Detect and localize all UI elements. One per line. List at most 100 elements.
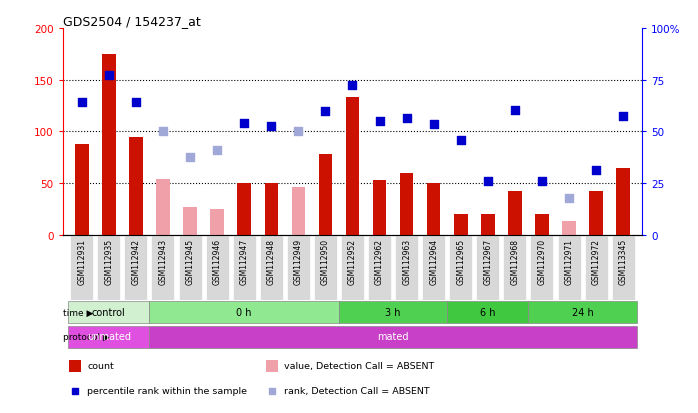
Point (482, 178, 493, 185)
Text: GSM112947: GSM112947 (239, 238, 248, 285)
FancyBboxPatch shape (70, 235, 94, 300)
Text: control: control (92, 307, 126, 317)
Text: value, Detection Call = ABSENT: value, Detection Call = ABSENT (284, 361, 434, 370)
Bar (156, 180, 170, 235)
FancyBboxPatch shape (179, 235, 202, 300)
Text: GSM112972: GSM112972 (592, 238, 601, 284)
Text: GSM112968: GSM112968 (510, 238, 519, 284)
Point (211, 147, 223, 154)
Text: GSM112949: GSM112949 (294, 238, 303, 285)
Text: GSM112943: GSM112943 (158, 238, 168, 285)
Point (103, 72, 114, 78)
Text: GSM112950: GSM112950 (321, 238, 330, 285)
Point (239, 121, 250, 127)
Text: unmated: unmated (87, 332, 131, 342)
Bar (563, 222, 576, 235)
Text: GSM112942: GSM112942 (131, 238, 140, 284)
FancyBboxPatch shape (611, 235, 634, 300)
FancyBboxPatch shape (368, 235, 391, 300)
FancyBboxPatch shape (232, 235, 255, 300)
FancyBboxPatch shape (558, 235, 581, 300)
Bar (210, 209, 224, 235)
Text: rank, Detection Call = ABSENT: rank, Detection Call = ABSENT (284, 387, 430, 395)
Bar (292, 188, 305, 235)
Text: GSM112931: GSM112931 (77, 238, 87, 284)
Text: 24 h: 24 h (572, 307, 593, 317)
Point (591, 167, 602, 173)
FancyBboxPatch shape (530, 235, 554, 300)
FancyBboxPatch shape (149, 326, 637, 348)
Text: time ▶: time ▶ (64, 308, 94, 317)
Text: GSM112963: GSM112963 (402, 238, 411, 285)
Text: protocol ▶: protocol ▶ (64, 332, 110, 342)
Point (158, 129, 169, 135)
Bar (481, 214, 495, 235)
Text: GSM112965: GSM112965 (456, 238, 466, 285)
Text: count: count (87, 361, 114, 370)
Bar (454, 214, 468, 235)
Point (563, 195, 574, 202)
Point (131, 100, 142, 107)
Bar (346, 98, 359, 235)
Point (618, 113, 629, 120)
Point (455, 137, 466, 144)
Point (536, 178, 547, 185)
FancyBboxPatch shape (206, 235, 229, 300)
Text: GSM112971: GSM112971 (565, 238, 574, 284)
Point (374, 119, 385, 125)
FancyBboxPatch shape (450, 235, 473, 300)
Bar (400, 173, 413, 235)
Bar (319, 155, 332, 235)
Bar (184, 207, 197, 235)
Bar (589, 192, 603, 235)
FancyBboxPatch shape (341, 235, 364, 300)
Text: GSM113345: GSM113345 (618, 238, 628, 285)
Text: GSM112970: GSM112970 (537, 238, 547, 285)
Text: percentile rank within the sample: percentile rank within the sample (87, 387, 247, 395)
FancyBboxPatch shape (265, 360, 279, 372)
FancyBboxPatch shape (151, 235, 174, 300)
FancyBboxPatch shape (422, 235, 445, 300)
Point (184, 154, 195, 161)
FancyBboxPatch shape (476, 235, 499, 300)
Text: GSM112935: GSM112935 (104, 238, 113, 285)
FancyBboxPatch shape (260, 235, 283, 300)
Text: 6 h: 6 h (480, 307, 496, 317)
Point (510, 107, 521, 114)
FancyBboxPatch shape (528, 301, 637, 323)
Bar (75, 145, 89, 235)
Text: 3 h: 3 h (385, 307, 401, 317)
Point (266, 123, 277, 130)
Text: GDS2504 / 154237_at: GDS2504 / 154237_at (63, 15, 200, 28)
Bar (427, 184, 440, 235)
Text: mated: mated (378, 332, 409, 342)
Text: 0 h: 0 h (237, 307, 252, 317)
FancyBboxPatch shape (68, 301, 149, 323)
FancyBboxPatch shape (314, 235, 337, 300)
Bar (237, 184, 251, 235)
Text: GSM112967: GSM112967 (483, 238, 492, 285)
Text: GSM112962: GSM112962 (375, 238, 384, 284)
FancyBboxPatch shape (97, 235, 120, 300)
Point (428, 121, 439, 128)
FancyBboxPatch shape (68, 326, 149, 348)
FancyBboxPatch shape (339, 301, 447, 323)
Bar (616, 168, 630, 235)
FancyBboxPatch shape (395, 235, 418, 300)
Bar (265, 184, 278, 235)
Text: GSM112946: GSM112946 (213, 238, 222, 285)
FancyBboxPatch shape (124, 235, 147, 300)
Point (347, 82, 358, 89)
Bar (508, 192, 521, 235)
Text: GSM112952: GSM112952 (348, 238, 357, 284)
Bar (535, 214, 549, 235)
Point (292, 129, 304, 135)
Bar (102, 55, 116, 235)
Text: GSM112948: GSM112948 (267, 238, 276, 284)
Point (320, 108, 331, 115)
Bar (129, 137, 142, 235)
Text: GSM112964: GSM112964 (429, 238, 438, 285)
FancyBboxPatch shape (68, 360, 82, 372)
Text: GSM112945: GSM112945 (186, 238, 195, 285)
Bar (373, 180, 386, 235)
